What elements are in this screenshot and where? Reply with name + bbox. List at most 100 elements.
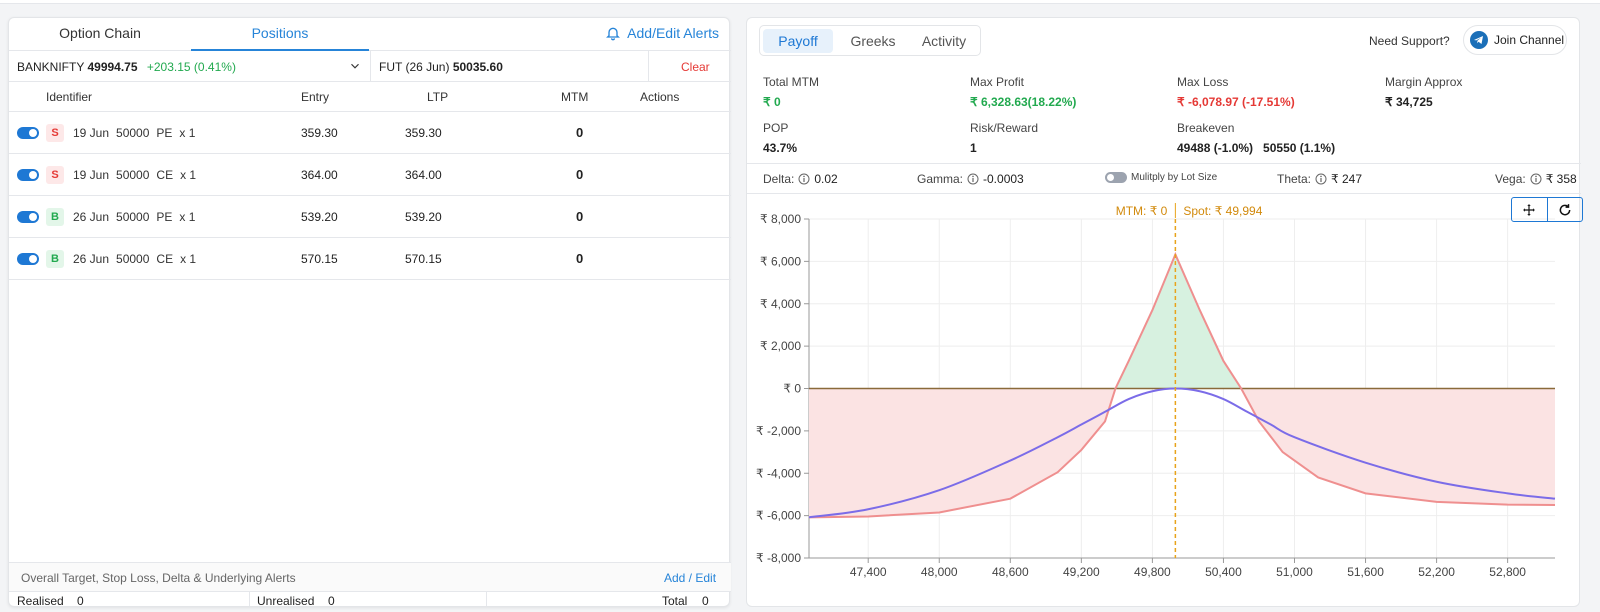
futures-value: 50035.60 — [452, 60, 503, 74]
option-type: PE — [156, 126, 173, 140]
x-tick-label: 50,400 — [1205, 565, 1242, 579]
total-label: Total — [662, 594, 688, 608]
delta-label: Delta: — [763, 172, 795, 186]
position-identifier: 26 Jun 50000 PE x 1 — [73, 210, 202, 224]
y-tick-label: ₹ 2,000 — [760, 339, 801, 353]
strike: 50000 — [116, 126, 150, 140]
divider — [249, 592, 250, 606]
quantity: x 1 — [180, 168, 197, 182]
multiply-lot-size[interactable]: Mulitply by Lot Size — [1105, 172, 1217, 183]
position-toggle[interactable] — [17, 127, 39, 139]
option-type: CE — [156, 168, 174, 182]
payoff-chart[interactable]: ₹ 8,000 ₹ 6,000 ₹ 4,000 ₹ 2,000 ₹ 0 ₹ -2,000 ₹… — [747, 18, 1581, 608]
gamma-value: -0.0003 — [983, 172, 1024, 186]
underlying-selector[interactable]: BANKNIFTY 49994.75 +203.15 (0.41%) — [17, 60, 236, 74]
need-support-text: Need Support? — [1369, 34, 1450, 48]
stat-margin-approx: Margin Approx ₹ 34,725 — [1385, 75, 1462, 109]
tab-positions[interactable]: Positions — [191, 18, 369, 51]
realised-value: 0 — [77, 594, 84, 608]
ltp: 364.00 — [405, 168, 442, 182]
position-toggle[interactable] — [17, 211, 39, 223]
position-toggle[interactable] — [17, 169, 39, 181]
tab-payoff[interactable]: Payoff — [763, 29, 833, 53]
info-icon[interactable] — [1315, 173, 1327, 185]
stat-value: ₹ 34,725 — [1385, 95, 1433, 109]
col-identifier: Identifier — [46, 90, 93, 104]
right-tabs: Payoff Greeks Activity — [759, 25, 981, 56]
expiry: 26 Jun — [73, 252, 110, 266]
quantity: x 1 — [179, 210, 196, 224]
entry-price: 570.15 — [301, 252, 338, 266]
unrealised-label: Unrealised — [257, 594, 315, 608]
underlying-price: 49994.75 — [87, 60, 138, 74]
reset-button[interactable] — [1546, 198, 1583, 221]
stat-pop: POP 43.7% — [763, 121, 797, 155]
y-tick-label: ₹ -4,000 — [756, 466, 801, 480]
theta: Theta: ₹ 247 — [1277, 172, 1362, 186]
tab-greeks[interactable]: Greeks — [850, 33, 896, 49]
payoff-panel: Payoff Greeks Activity Need Support? Joi… — [746, 17, 1583, 608]
y-tick-label: ₹ -2,000 — [756, 424, 801, 438]
quantity: x 1 — [179, 126, 196, 140]
expiry: 26 Jun — [73, 210, 110, 224]
theta-value: ₹ 247 — [1331, 172, 1363, 186]
clear-button[interactable]: Clear — [681, 60, 710, 74]
left-tabs: Option Chain Positions Add/Edit Alerts — [9, 18, 731, 51]
stat-risk-reward: Risk/Reward 1 — [970, 121, 1038, 155]
stat-max-loss: Max Loss ₹ -6,078.97 (-17.51%) — [1177, 75, 1295, 109]
stat-label: Total MTM — [763, 75, 820, 89]
join-channel-label: Join Channel — [1494, 33, 1565, 47]
add-edit-overall-link[interactable]: Add / Edit — [664, 571, 717, 585]
greeks-bar: Delta: 0.02 Gamma: -0.0003 Mulitply by L… — [747, 163, 1581, 194]
strike: 50000 — [116, 168, 150, 182]
mtm-annotation: MTM: ₹ 0 — [1116, 204, 1168, 218]
chevron-down-icon[interactable] — [348, 59, 362, 73]
delta: Delta: 0.02 — [763, 172, 838, 186]
position-identifier: 26 Jun 50000 CE x 1 — [73, 252, 203, 266]
col-ltp: LTP — [427, 90, 449, 104]
stat-total-mtm: Total MTM ₹ 0 — [763, 75, 819, 109]
y-tick-label: ₹ 4,000 — [760, 297, 801, 311]
mtm: 0 — [576, 125, 584, 140]
ltp: 359.30 — [405, 126, 442, 140]
x-tick-label: 48,600 — [992, 565, 1029, 579]
y-tick-label: ₹ -6,000 — [756, 509, 801, 523]
col-entry: Entry — [301, 90, 330, 104]
gamma: Gamma: -0.0003 — [917, 172, 1024, 186]
add-edit-alerts-link[interactable]: Add/Edit Alerts — [605, 25, 719, 41]
x-tick-label: 52,200 — [1418, 565, 1455, 579]
ltp: 539.20 — [405, 210, 442, 224]
side-badge: B — [46, 208, 64, 226]
join-channel-button[interactable]: Join Channel — [1463, 25, 1567, 55]
info-icon[interactable] — [798, 173, 810, 185]
stat-value: ₹ 6,328.63(18.22%) — [970, 95, 1077, 109]
y-tick-label: ₹ 0 — [783, 382, 801, 396]
stat-value: ₹ 0 — [763, 95, 781, 109]
multiply-toggle[interactable] — [1105, 172, 1127, 183]
ltp: 570.15 — [405, 252, 442, 266]
chart-controls — [1511, 197, 1583, 222]
stat-value: 1 — [970, 141, 977, 155]
theta-label: Theta: — [1277, 172, 1312, 186]
overall-alerts-bar: Overall Target, Stop Loss, Delta & Under… — [9, 562, 731, 592]
x-tick-label: 51,000 — [1276, 565, 1313, 579]
table-row: B 26 Jun 50000 CE x 1 570.15 570.15 0 — [9, 238, 731, 280]
info-icon[interactable] — [1530, 173, 1542, 185]
position-identifier: 19 Jun 50000 PE x 1 — [73, 126, 202, 140]
entry-price: 364.00 — [301, 168, 338, 182]
stat-max-profit: Max Profit ₹ 6,328.63(18.22%) — [970, 75, 1076, 109]
overall-alerts-text: Overall Target, Stop Loss, Delta & Under… — [21, 571, 296, 585]
alerts-label: Add/Edit Alerts — [627, 25, 719, 41]
pan-button[interactable] — [1512, 198, 1547, 221]
position-toggle[interactable] — [17, 253, 39, 265]
tab-option-chain[interactable]: Option Chain — [59, 25, 141, 41]
underlying-symbol: BANKNIFTY — [17, 60, 85, 74]
info-icon[interactable] — [967, 173, 979, 185]
x-tick-label: 49,200 — [1063, 565, 1100, 579]
underlying-row: BANKNIFTY 49994.75 +203.15 (0.41%) FUT (… — [9, 51, 731, 82]
unrealised-value: 0 — [328, 594, 335, 608]
divider — [648, 51, 649, 82]
underlying-change: +203.15 (0.41%) — [146, 60, 236, 74]
positions-panel: Option Chain Positions Add/Edit Alerts B… — [8, 17, 731, 608]
tab-activity[interactable]: Activity — [921, 33, 967, 49]
